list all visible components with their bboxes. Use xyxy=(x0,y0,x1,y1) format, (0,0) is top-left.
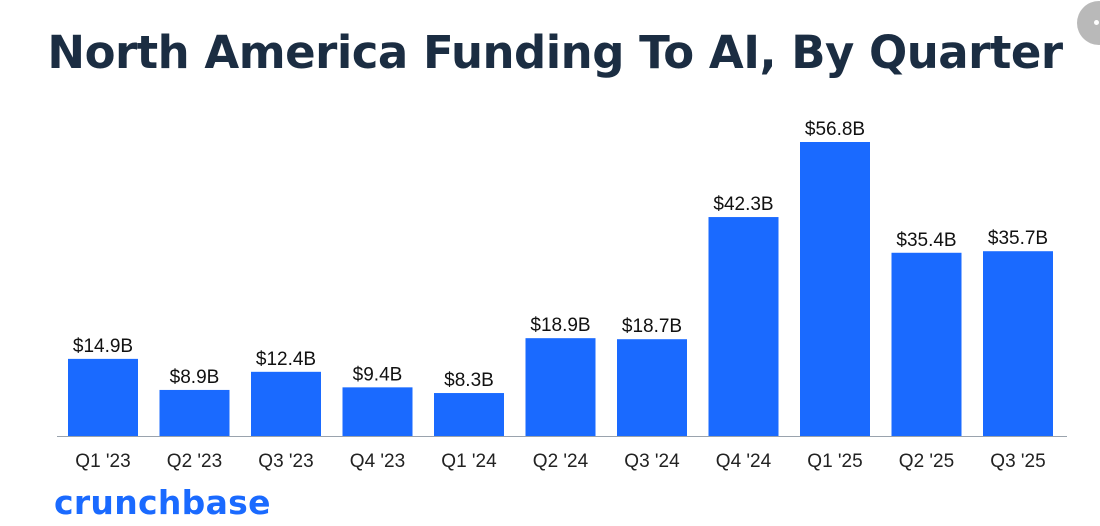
bar-value-label: $35.4B xyxy=(896,230,956,251)
bar-value-label: $12.4B xyxy=(256,349,316,370)
x-tick-label: Q2 '23 xyxy=(167,451,222,472)
x-tick-label: Q2 '24 xyxy=(533,451,589,472)
bar-9 xyxy=(891,252,962,436)
crunchbase-logo[interactable]: crunchbase xyxy=(54,483,271,522)
bar-value-label: $8.9B xyxy=(170,367,220,388)
bar-value-label: $35.7B xyxy=(988,228,1048,249)
bar-value-label: $18.7B xyxy=(622,316,682,337)
x-tick-label: Q3 '23 xyxy=(258,451,313,472)
x-tick-labels-group: Q1 '23 Q2 '23 Q3 '23 Q4 '23 Q1 '24 Q2 '24 Q3 '… xyxy=(75,451,1045,472)
x-tick-label: Q4 '23 xyxy=(350,451,405,472)
bar-value-label: $9.4B xyxy=(353,364,403,385)
bar-2 xyxy=(251,371,321,436)
x-tick-label: Q4 '24 xyxy=(716,451,772,472)
bar-value-label: $56.8B xyxy=(805,119,865,140)
x-tick-label: Q1 '24 xyxy=(441,451,497,472)
chart-title: North America Funding To AI, By Quarter xyxy=(47,26,1063,79)
bar-0 xyxy=(68,358,138,436)
bar-value-label: $42.3B xyxy=(713,194,773,215)
value-labels-group: $14.9B $8.9B $12.4B $9.4B $8.3B $18.9B $18.7B $… xyxy=(73,119,1048,391)
bar-value-label: $8.3B xyxy=(444,370,494,391)
bars-group xyxy=(68,142,1053,436)
x-tick-label: Q3 '25 xyxy=(990,451,1045,472)
bar-4 xyxy=(434,393,504,436)
bar-value-label: $14.9B xyxy=(73,336,133,357)
bar-3 xyxy=(342,387,413,436)
bar-8 xyxy=(800,142,870,436)
bar-1 xyxy=(159,389,230,436)
bar-6 xyxy=(617,339,687,436)
x-tick-label: Q3 '24 xyxy=(624,451,680,472)
bar-10 xyxy=(983,251,1053,436)
more-options-button[interactable] xyxy=(1077,1,1100,45)
x-tick-label: Q1 '25 xyxy=(807,451,862,472)
bar-5 xyxy=(525,338,596,436)
bar-value-label: $18.9B xyxy=(530,315,590,336)
bar-7 xyxy=(708,217,779,436)
x-tick-label: Q1 '23 xyxy=(75,451,130,472)
x-tick-label: Q2 '25 xyxy=(899,451,954,472)
dot-icon xyxy=(1094,20,1099,25)
